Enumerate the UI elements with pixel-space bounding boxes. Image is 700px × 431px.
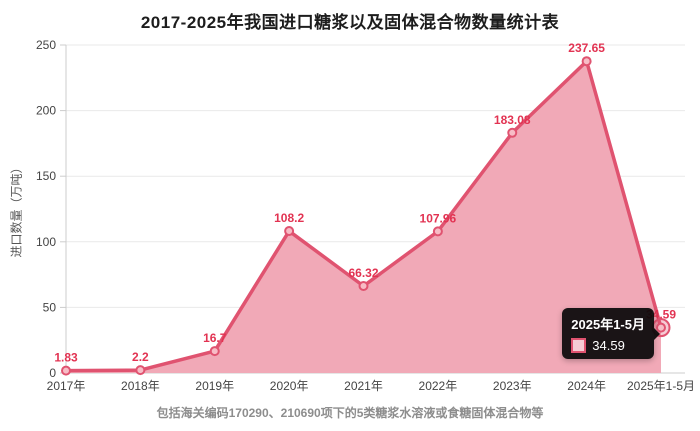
x-tick-label: 2024年 <box>567 379 606 393</box>
chart-footnote: 包括海关编码170290、210690项下的5类糖浆水溶液或食糖固体混合物等 <box>156 406 544 420</box>
tooltip-value: 34.59 <box>592 338 625 353</box>
data-point-2023年[interactable] <box>507 127 518 138</box>
y-tick-label: 250 <box>36 38 56 52</box>
data-point-2020年[interactable] <box>284 226 295 237</box>
data-label: 107.96 <box>420 211 457 225</box>
data-point-2022年[interactable] <box>432 226 443 237</box>
x-tick-label: 2021年 <box>344 379 383 393</box>
tooltip-category: 2025年1-5月 <box>571 317 645 332</box>
area-fill <box>66 61 661 374</box>
data-point-2021年[interactable] <box>358 280 369 291</box>
data-label: 183.08 <box>494 113 531 127</box>
data-label: 2.2 <box>132 350 149 364</box>
data-point-2018年[interactable] <box>135 365 146 376</box>
x-tick-label: 2020年 <box>270 379 309 393</box>
x-tick-label: 2019年 <box>195 379 234 393</box>
data-label: 1.83 <box>54 351 78 365</box>
series-swatch-icon <box>571 338 587 353</box>
x-tick-label: 2018年 <box>121 379 160 393</box>
y-tick-label: 200 <box>36 104 56 118</box>
data-point-2019年[interactable] <box>209 346 220 357</box>
data-label: 237.65 <box>568 41 605 55</box>
y-tick-label: 100 <box>36 235 56 249</box>
chart-title: 2017-2025年我国进口糖浆以及固体混合物数量统计表 <box>140 13 560 32</box>
x-tick-label: 2022年 <box>419 379 458 393</box>
x-tick-label: 2023年 <box>493 379 532 393</box>
data-label: 108.2 <box>274 211 304 225</box>
y-tick-label: 50 <box>43 300 57 314</box>
x-tick-label: 2025年1-5月 <box>627 379 695 393</box>
data-point-2024年[interactable] <box>581 56 592 67</box>
y-tick-label: 150 <box>36 169 56 183</box>
data-label: 66.32 <box>348 266 378 280</box>
data-label: 16.7 <box>203 331 227 345</box>
data-point-2017年[interactable] <box>61 365 71 376</box>
y-tick-label: 0 <box>49 366 56 380</box>
x-tick-label: 2017年 <box>47 379 86 393</box>
hover-tooltip: 2025年1-5月 34.59 <box>562 308 660 359</box>
